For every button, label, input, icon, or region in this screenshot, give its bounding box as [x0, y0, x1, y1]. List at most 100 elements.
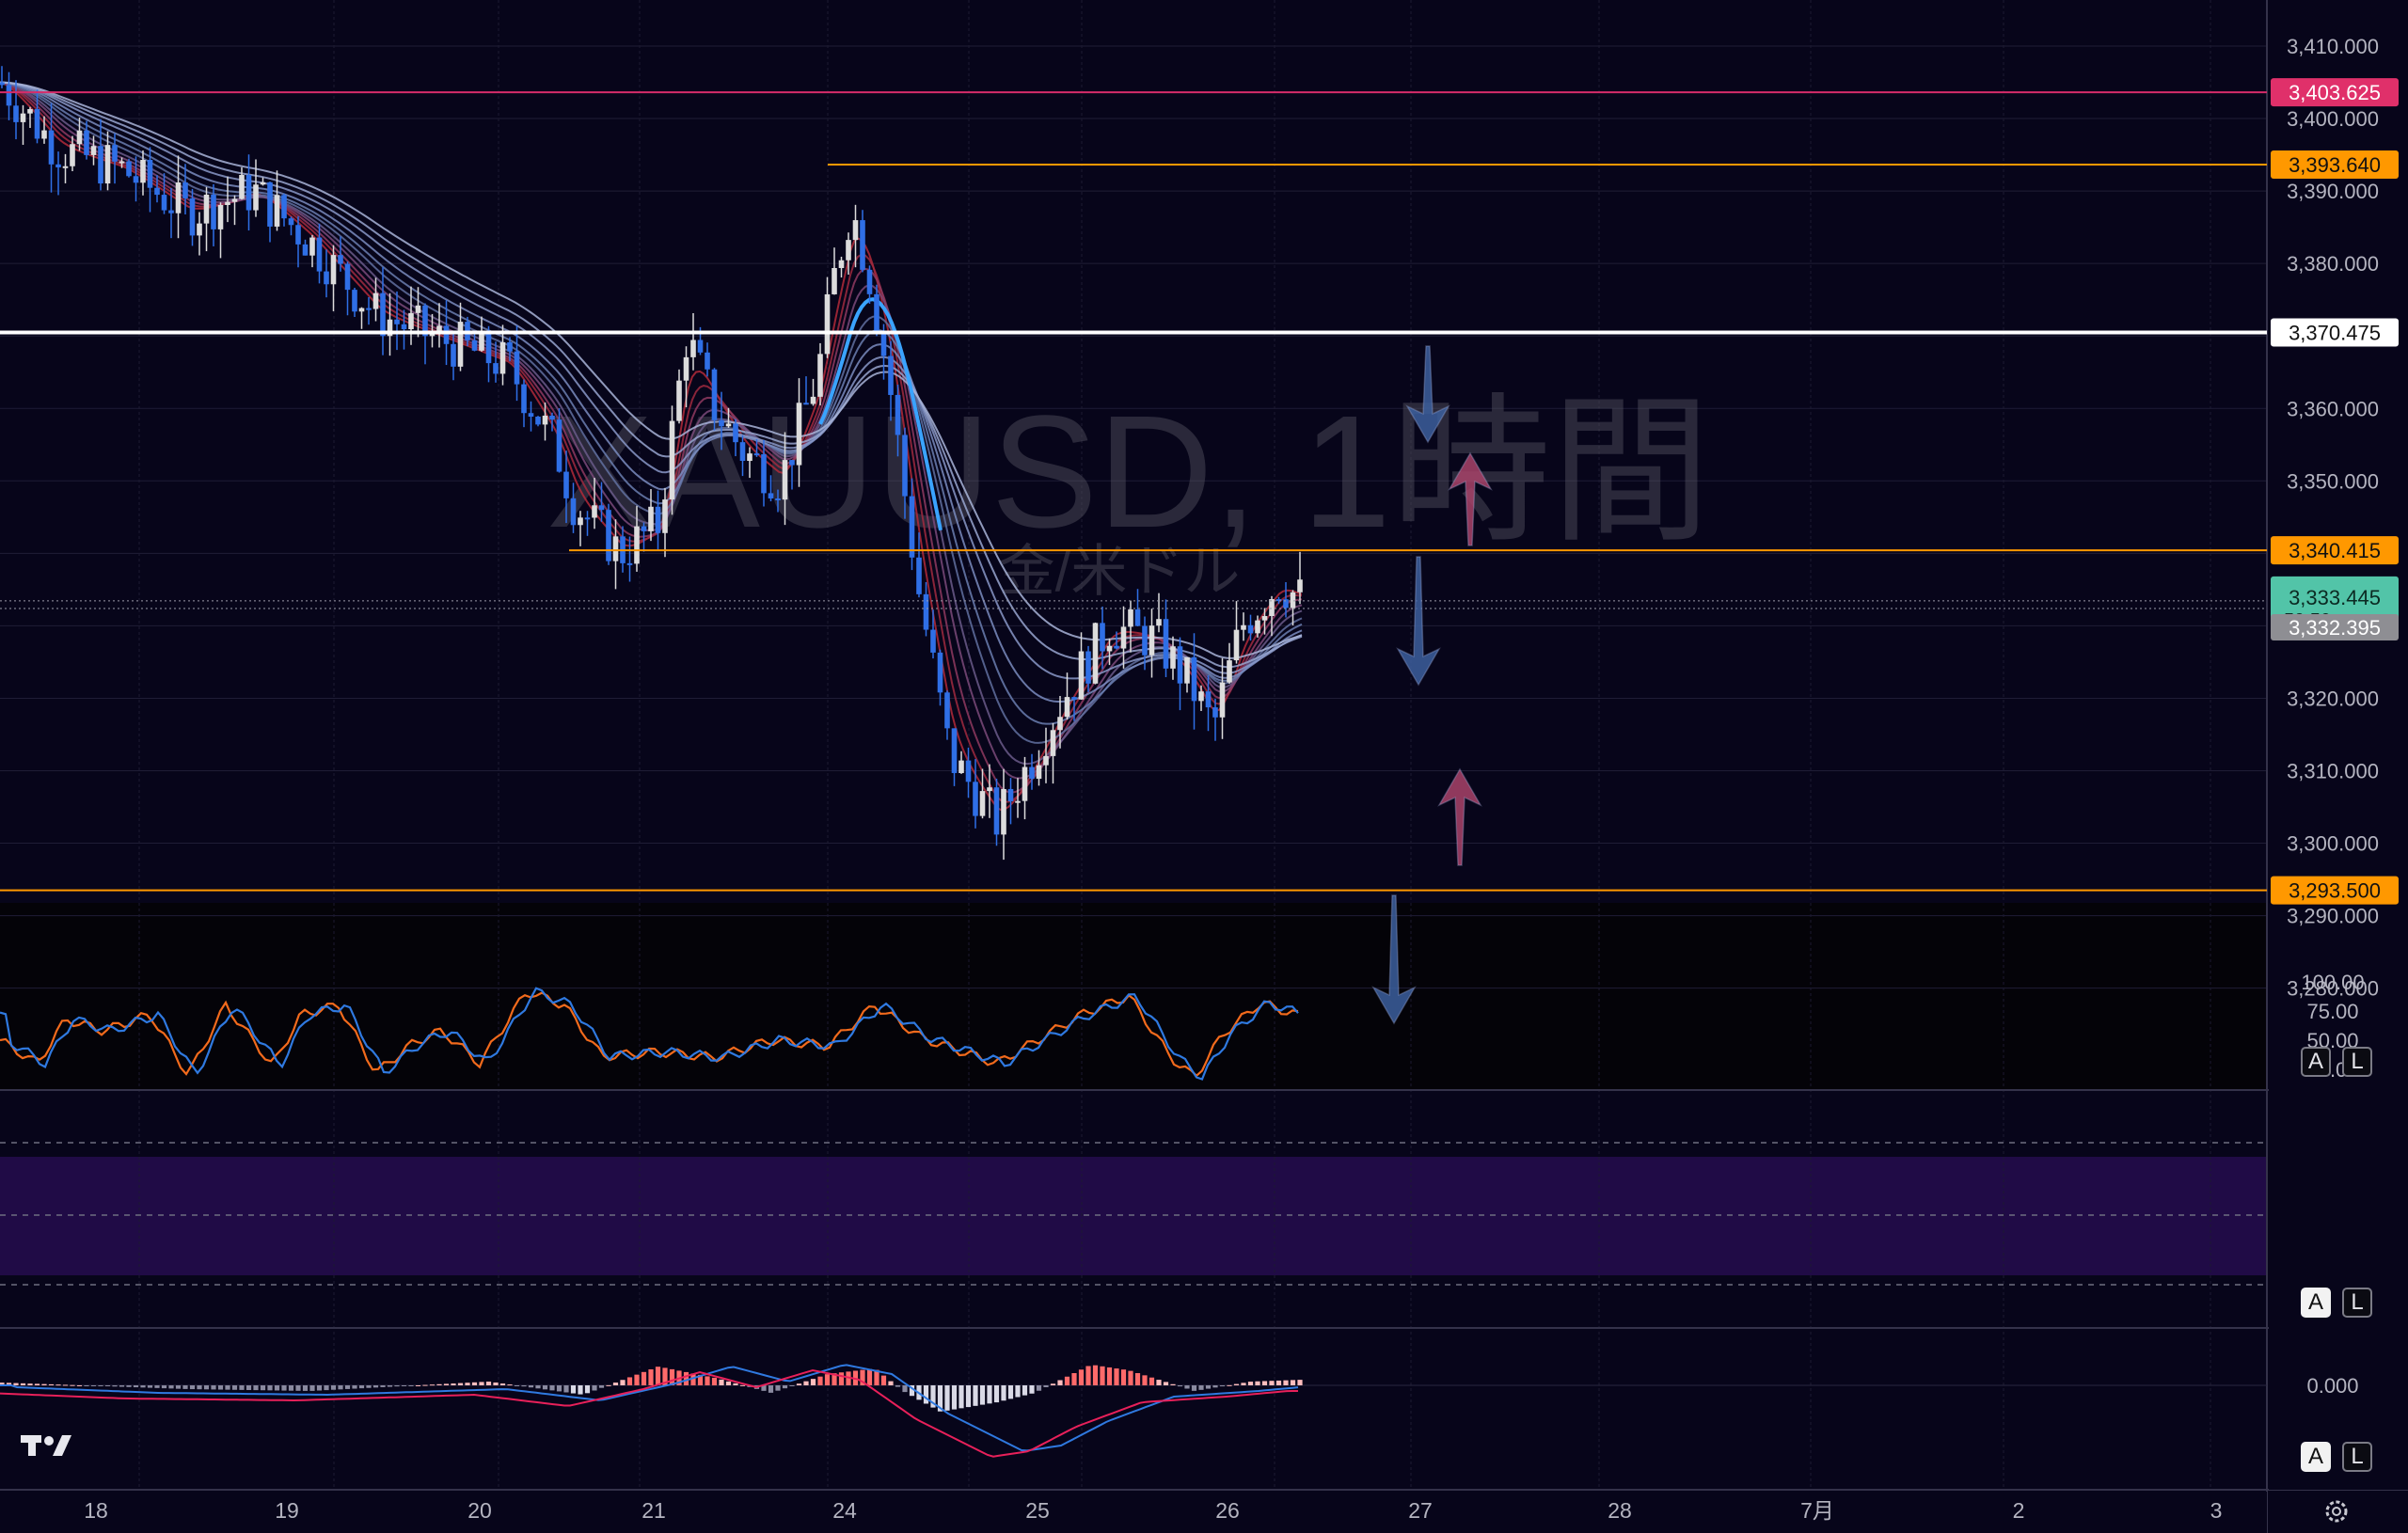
candle-body — [1142, 625, 1148, 656]
price-label-text: 3,403.625 — [2289, 81, 2381, 104]
price-label-badge — [2271, 78, 2399, 107]
candle-body — [1022, 766, 1028, 801]
stoch-auto-scale-button[interactable]: A — [2301, 1288, 2331, 1318]
macd-histogram-bar — [1078, 1369, 1085, 1385]
macd-histogram-bar — [70, 1384, 75, 1386]
tradingview-logo-icon[interactable] — [21, 1435, 71, 1456]
candle-body — [260, 182, 266, 185]
candle-body — [133, 176, 139, 183]
macd-histogram-bar — [880, 1375, 887, 1385]
macd-histogram-bar — [182, 1385, 188, 1389]
candle-body — [338, 255, 343, 264]
main-log-scale-button[interactable]: L — [2342, 1047, 2372, 1077]
macd-histogram-bar — [1022, 1385, 1028, 1396]
macd-log-scale-button[interactable]: L — [2342, 1442, 2372, 1472]
candle-body — [993, 787, 1000, 835]
candle-body — [457, 322, 464, 367]
macd-histogram-bar — [1241, 1383, 1246, 1385]
macd-histogram-bar — [1212, 1385, 1218, 1388]
macd-histogram-bar — [260, 1385, 266, 1391]
candle-body — [796, 403, 802, 466]
forecast-arrow-up-1[interactable] — [1448, 451, 1493, 546]
macd-histogram-bar — [401, 1385, 407, 1386]
macd-histogram-bar — [465, 1383, 470, 1385]
candle-body — [203, 194, 210, 224]
forecast-arrow-down-3[interactable] — [1371, 894, 1417, 1025]
candle-body — [521, 384, 527, 414]
macd-histogram-bar — [612, 1383, 619, 1385]
candle-body — [372, 292, 379, 309]
macd-histogram-bar — [48, 1383, 55, 1385]
candle-body — [1057, 717, 1063, 731]
macd-histogram-bar — [189, 1385, 196, 1390]
macd-histogram-bar — [1170, 1383, 1176, 1385]
macd-auto-scale-button[interactable]: A — [2301, 1442, 2331, 1472]
price-tick-label: 3,350.000 — [2287, 469, 2379, 493]
price-tick-label: 3,300.000 — [2287, 832, 2379, 856]
macd-histogram-bar — [620, 1380, 626, 1385]
candle-body — [499, 341, 506, 374]
candle-body — [13, 105, 19, 122]
candle-body — [866, 269, 873, 294]
price-tick-label: 3,310.000 — [2287, 760, 2379, 783]
macd-histogram-bar — [394, 1385, 400, 1387]
arrow-up-icon — [1448, 451, 1493, 546]
candle-body — [84, 130, 89, 155]
candle-body — [366, 308, 372, 310]
macd-histogram-bar — [90, 1385, 97, 1386]
forecast-arrow-down-1[interactable] — [1405, 345, 1450, 444]
candle-body — [154, 187, 160, 196]
candle-body — [535, 416, 541, 425]
forecast-arrow-up-2[interactable] — [1437, 767, 1482, 866]
candle-body — [267, 182, 273, 227]
candle-body — [902, 435, 908, 497]
macd-histogram-bar — [499, 1383, 506, 1385]
candle-body — [753, 453, 760, 456]
candle-body — [239, 175, 245, 199]
price-tick-label: 3,410.000 — [2287, 35, 2379, 58]
forecast-arrow-down-2[interactable] — [1396, 556, 1441, 687]
candle-body — [507, 341, 513, 352]
price-label-text: 3,293.500 — [2289, 879, 2381, 903]
chart-watermark-title: XAUUSD, 1時間 — [547, 383, 1710, 561]
macd-histogram-bar — [902, 1385, 908, 1393]
gear-icon[interactable] — [2325, 1500, 2348, 1523]
candle-body — [1241, 624, 1246, 630]
macd-histogram-bar — [1043, 1385, 1049, 1387]
macd-histogram-bar — [140, 1385, 146, 1388]
macd-histogram-bar — [987, 1385, 992, 1404]
price-label-badge — [2271, 613, 2399, 640]
macd-histogram-bar — [810, 1379, 816, 1385]
candle-body — [211, 194, 216, 229]
candle-body — [76, 130, 83, 145]
candle-body — [1134, 608, 1141, 626]
candle-body — [1050, 730, 1056, 756]
candle-body — [175, 182, 182, 213]
macd-histogram-bar — [549, 1385, 555, 1391]
stoch-log-scale-button[interactable]: L — [2342, 1288, 2372, 1318]
macd-histogram-bar — [147, 1385, 153, 1388]
macd-histogram-bar — [739, 1384, 746, 1386]
price-tick-label: 3,360.000 — [2287, 397, 2379, 420]
candle-body — [225, 201, 230, 205]
main-auto-scale-button[interactable]: A — [2301, 1047, 2331, 1077]
candle-body — [1198, 691, 1204, 702]
candle-body — [443, 325, 450, 344]
candle-body — [768, 493, 774, 498]
macd-histogram-bar — [352, 1385, 357, 1389]
candle-body — [358, 308, 365, 312]
stoch-tick-label: 100.00 — [2301, 971, 2364, 994]
candle-body — [838, 260, 845, 268]
candle-body — [895, 394, 901, 435]
candle-body — [676, 380, 682, 421]
candle-body — [1114, 645, 1119, 649]
ema-ribbon-line — [0, 81, 1303, 669]
main-pane-lower-shade — [0, 903, 2267, 1091]
macd-histogram-bar — [1149, 1377, 1155, 1385]
candle-body — [0, 82, 5, 86]
macd-histogram-bar — [521, 1385, 527, 1387]
candle-body — [90, 146, 97, 155]
candle-body — [803, 403, 809, 405]
candle-body — [880, 333, 887, 356]
